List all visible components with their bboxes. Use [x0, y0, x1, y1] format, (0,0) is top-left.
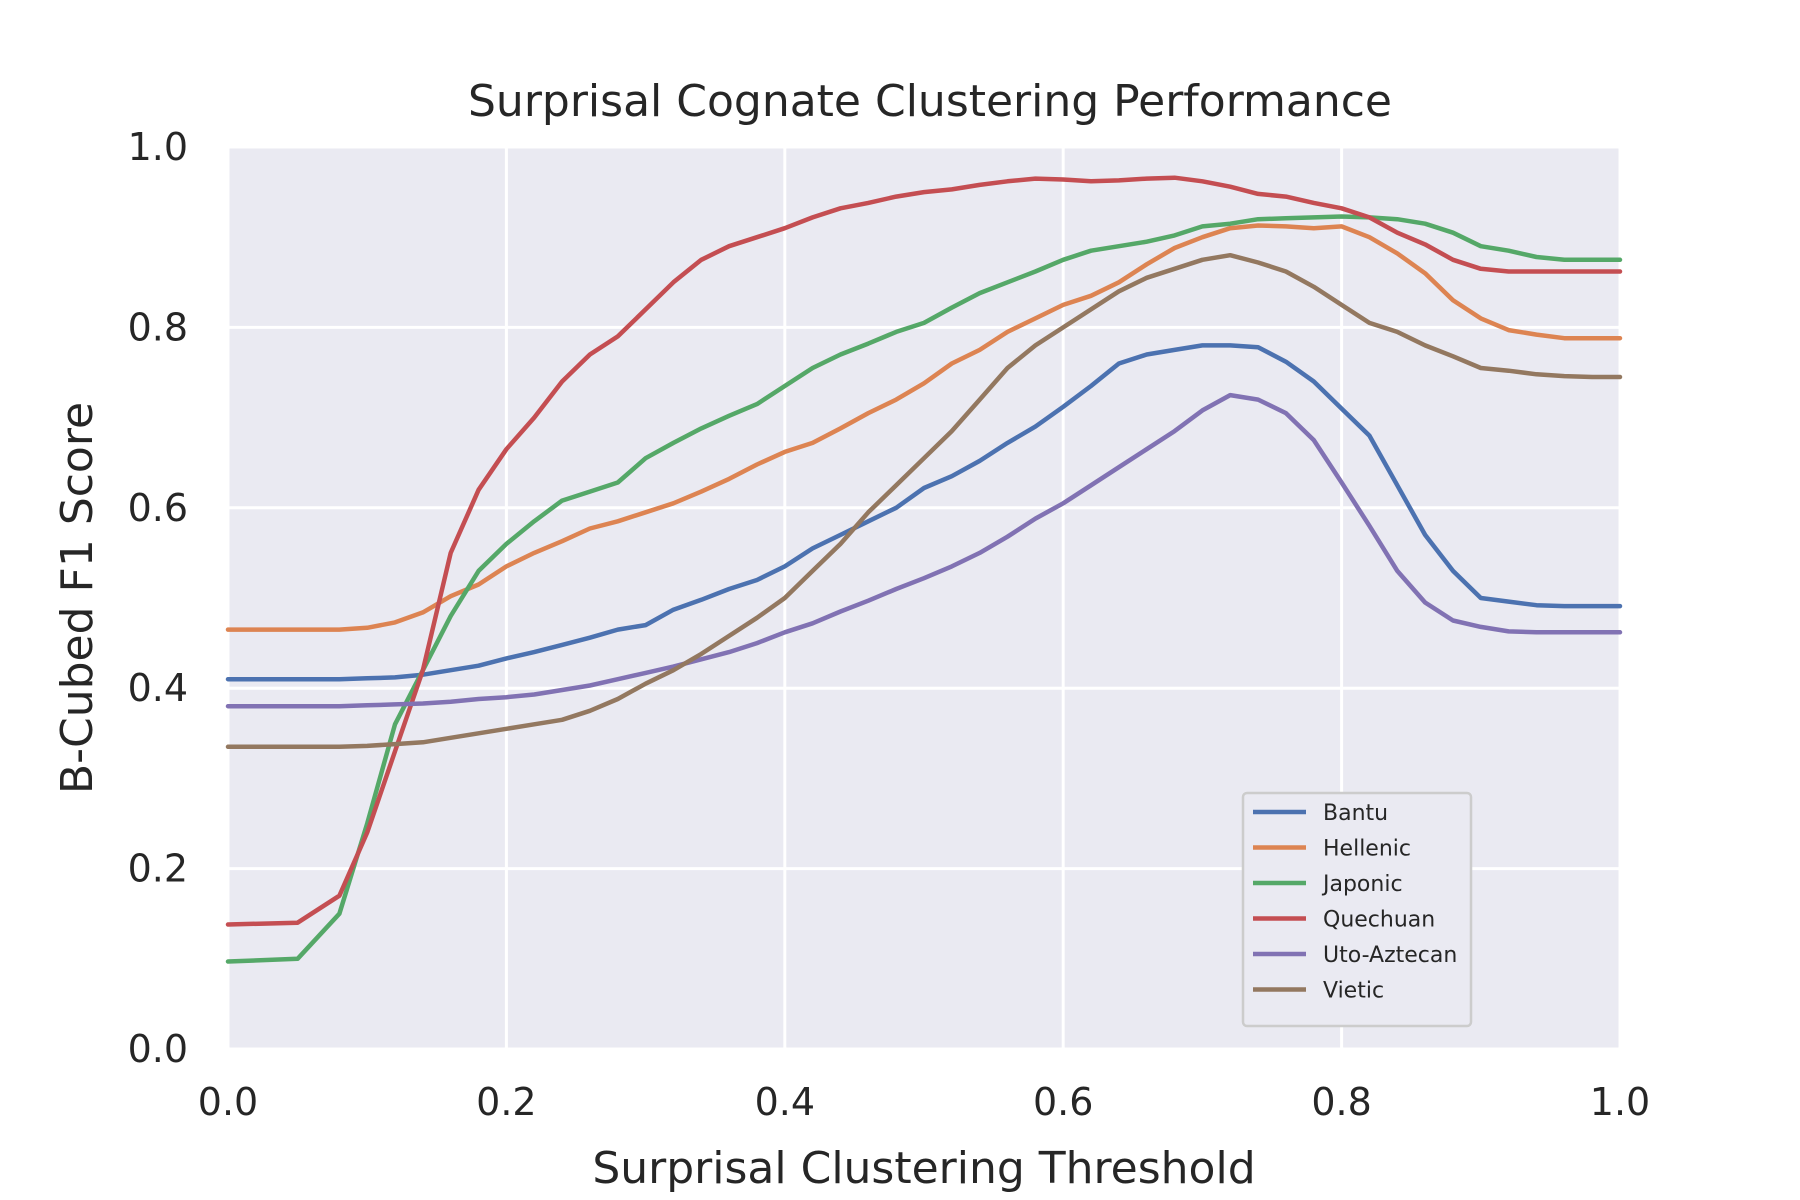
series-line-vietic — [225, 252, 1623, 750]
legend-label: Japonic — [1321, 872, 1403, 897]
legend: Bantu Hellenic Japonic Quechuan Uto-Aztecan V… — [1241, 791, 1473, 1028]
series-line-uto-aztecan — [225, 392, 1623, 709]
y-tick-label: 0.4 — [128, 666, 188, 710]
series-line-hellenic — [225, 223, 1623, 632]
x-tick-label: 0.6 — [1033, 1080, 1093, 1124]
series-lines — [225, 175, 1623, 964]
x-tick-label: 0.8 — [1311, 1080, 1371, 1124]
series-line-quechuan — [225, 175, 1623, 927]
x-tick-label: 0.2 — [476, 1080, 536, 1124]
y-tick-label: 0.6 — [128, 486, 188, 530]
x-axis-label: Surprisal Clustering Threshold — [592, 1143, 1255, 1194]
y-tick-label: 0.2 — [128, 847, 188, 891]
legend-label: Hellenic — [1323, 837, 1411, 862]
y-axis-ticks: 0.0 0.2 0.4 0.6 0.8 1.0 — [128, 125, 188, 1071]
x-tick-label: 1.0 — [1590, 1080, 1650, 1124]
x-axis-ticks: 0.0 0.2 0.4 0.6 0.8 1.0 — [198, 1080, 1650, 1124]
legend-label: Quechuan — [1323, 908, 1435, 933]
legend-label: Bantu — [1323, 801, 1388, 826]
series-line-japonic — [225, 214, 1623, 964]
series-line-bantu — [225, 343, 1623, 682]
y-tick-label: 1.0 — [128, 125, 188, 169]
legend-box — [1241, 791, 1473, 1028]
y-axis-label: B-Cubed F1 Score — [52, 402, 103, 794]
y-tick-label: 0.0 — [128, 1027, 188, 1071]
x-tick-label: 0.4 — [755, 1080, 815, 1124]
y-tick-label: 0.8 — [128, 305, 188, 349]
chart-title: Surprisal Cognate Clustering Performance — [468, 76, 1392, 127]
legend-label: Vietic — [1323, 979, 1384, 1004]
x-tick-label: 0.0 — [198, 1080, 258, 1124]
legend-label: Uto-Aztecan — [1323, 943, 1457, 968]
